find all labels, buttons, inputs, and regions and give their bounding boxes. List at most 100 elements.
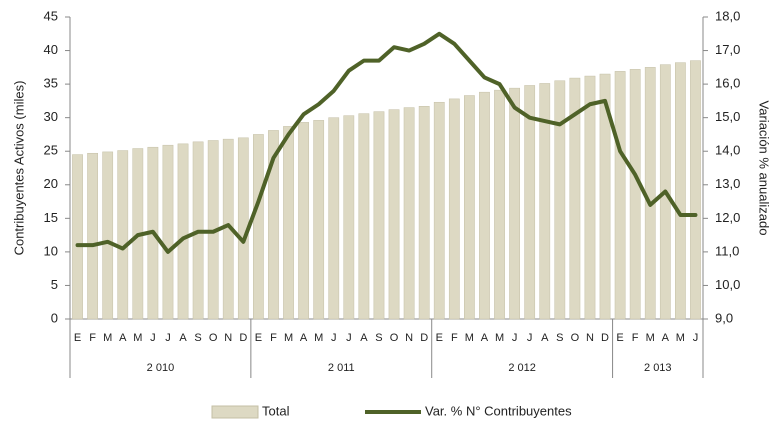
bar	[464, 95, 475, 320]
bar	[283, 126, 294, 320]
bar	[644, 67, 656, 320]
legend-label: Total	[262, 403, 290, 418]
bar	[509, 87, 520, 320]
y-axis-label: Contribuyentes Activos (miles)	[11, 81, 26, 256]
y-tick-label: 40	[44, 42, 58, 57]
x-tick-label: E	[616, 332, 623, 344]
bar	[479, 91, 490, 320]
x-tick-label: E	[436, 332, 443, 344]
bar	[162, 144, 174, 320]
x-tick-label: F	[451, 332, 458, 344]
x-tick-label: E	[74, 332, 81, 344]
bar	[539, 83, 551, 320]
bar	[599, 73, 611, 320]
x-tick-label: F	[89, 332, 96, 344]
x-tick-label: A	[360, 332, 368, 344]
y2-tick-label: 14,0	[715, 143, 740, 158]
line	[75, 31, 698, 254]
x-tick-label: F	[270, 332, 277, 344]
bar	[524, 85, 536, 320]
x-tick-label: J	[693, 332, 699, 344]
group-label: 2 010	[147, 362, 175, 374]
x-tick-label: A	[662, 332, 670, 344]
x-tick-label: J	[331, 332, 337, 344]
y2-tick-label: 17,0	[715, 42, 740, 57]
x-tick-label: M	[465, 332, 474, 344]
x-tick-label: J	[150, 332, 156, 344]
x-tick-label: E	[255, 332, 262, 344]
x-tick-label: A	[300, 332, 308, 344]
legend-swatch	[211, 405, 259, 419]
x-tick-label: O	[390, 332, 399, 344]
bar	[358, 113, 370, 320]
x-tick-label: A	[541, 332, 549, 344]
bar	[268, 130, 279, 320]
bar	[373, 111, 385, 320]
x-tick-label: J	[165, 332, 171, 344]
y-tick-label: 30	[44, 109, 58, 124]
bar	[614, 71, 626, 320]
x-tick-label: A	[119, 332, 127, 344]
y2-tick-label: 15,0	[715, 109, 740, 124]
bar	[72, 154, 83, 320]
y2-tick-label: 11,0	[715, 243, 739, 258]
bar	[87, 152, 98, 320]
x-tick-label: M	[676, 332, 685, 344]
x-tick-label: O	[209, 332, 218, 344]
bar	[629, 69, 641, 320]
bar	[675, 62, 686, 320]
y2-axis-label: Variación % anualizado	[757, 101, 772, 236]
x-tick-label: N	[224, 332, 232, 344]
legend-label: Var. % N° Contribuyentes	[425, 403, 572, 418]
bar	[313, 120, 325, 320]
bar	[117, 150, 129, 320]
group-label: 2 013	[644, 362, 672, 374]
x-tick-label: M	[103, 332, 112, 344]
x-tick-label: M	[495, 332, 504, 344]
x-tick-label: D	[239, 332, 247, 344]
x-tick-label: J	[346, 332, 352, 344]
bar	[253, 134, 264, 320]
x-tick-label: J	[527, 332, 533, 344]
bar	[388, 109, 400, 320]
y-tick-label: 0	[51, 310, 58, 325]
y-tick-label: 20	[44, 176, 58, 191]
bar	[403, 107, 415, 320]
y2-tick-label: 10,0	[715, 277, 740, 292]
x-tick-label: M	[284, 332, 293, 344]
y-tick-label: 5	[51, 277, 58, 292]
x-tick-label: M	[133, 332, 142, 344]
bar	[418, 106, 430, 320]
y2-tick-label: 9,0	[715, 310, 733, 325]
group-label: 2 012	[508, 362, 536, 374]
bar	[494, 89, 505, 320]
bar	[102, 151, 114, 320]
bar	[177, 143, 189, 320]
x-tick-label: S	[375, 332, 382, 344]
bar	[328, 117, 340, 320]
bar	[433, 101, 445, 320]
x-tick-label: M	[646, 332, 655, 344]
x-tick-label: F	[632, 332, 639, 344]
x-tick-label: J	[512, 332, 518, 344]
bar	[584, 75, 596, 320]
bar	[690, 60, 701, 320]
bar	[569, 77, 581, 320]
group-label: 2 011	[328, 362, 355, 374]
y-tick-label: 25	[44, 143, 58, 158]
x-tick-label: N	[405, 332, 413, 344]
x-tick-label: S	[194, 332, 201, 344]
bar	[554, 80, 566, 320]
x-tick-label: N	[586, 332, 594, 344]
bar	[448, 98, 460, 320]
x-tick-label: S	[556, 332, 563, 344]
y-tick-label: 10	[44, 243, 58, 258]
y-tick-label: 35	[44, 76, 58, 91]
y2-tick-label: 18,0	[715, 8, 740, 23]
x-tick-label: O	[571, 332, 580, 344]
y-tick-label: 45	[44, 8, 58, 23]
y2-tick-label: 16,0	[715, 76, 740, 91]
x-tick-label: A	[179, 332, 187, 344]
bar	[298, 122, 309, 320]
y-tick-label: 15	[44, 210, 58, 225]
